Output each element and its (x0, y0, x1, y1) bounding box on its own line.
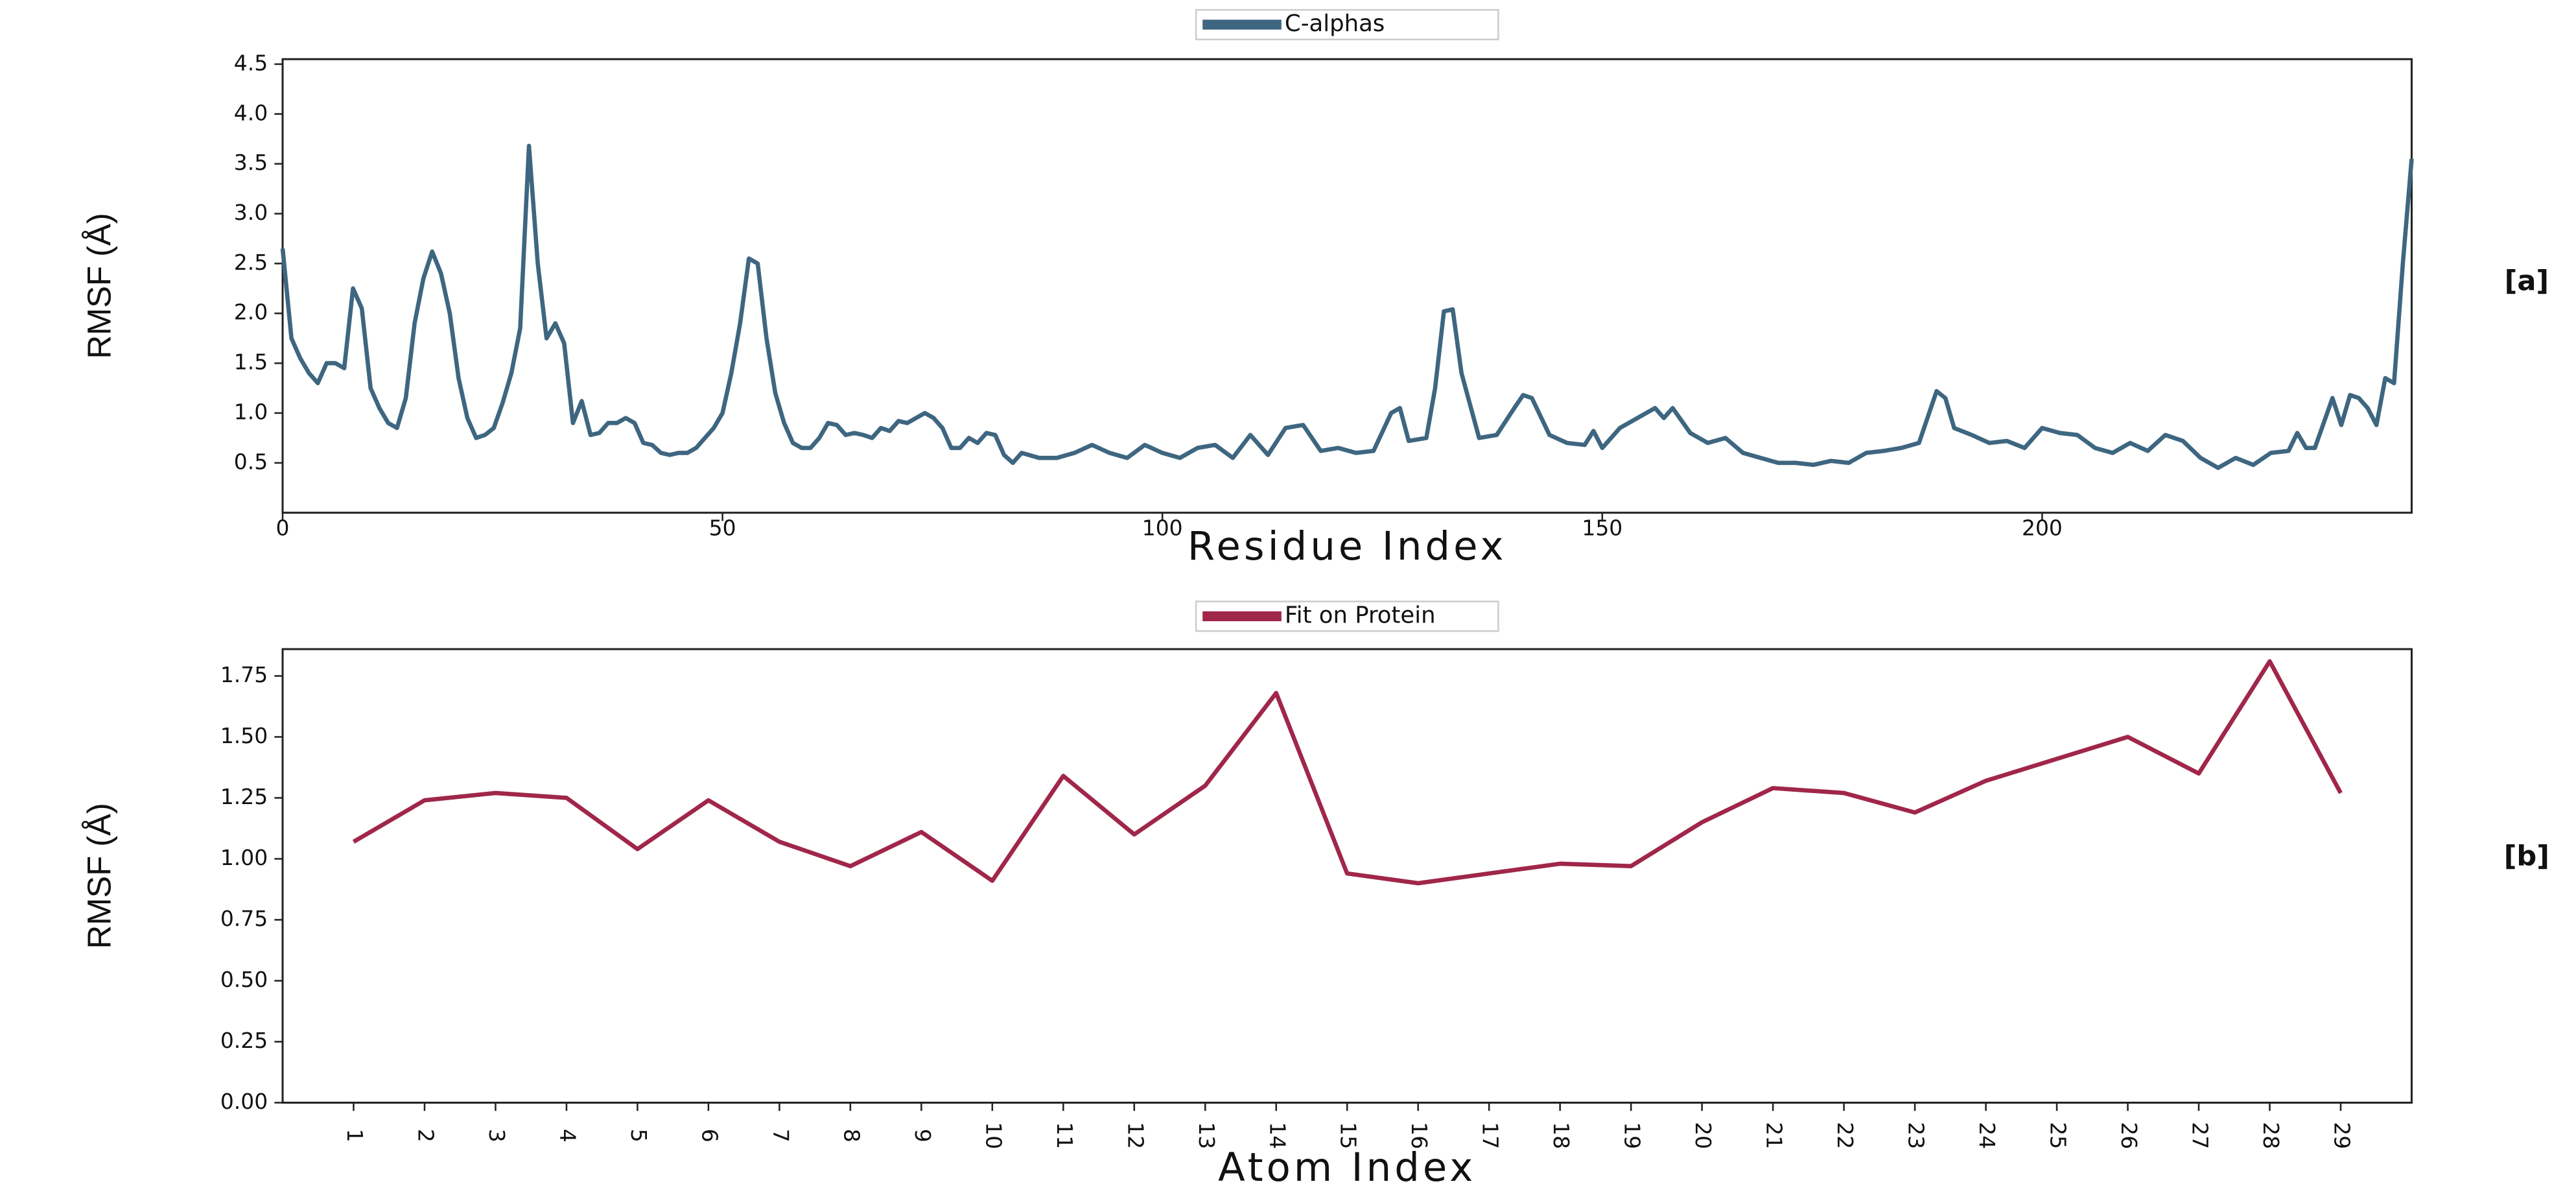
x-tick-label: 4 (555, 1129, 580, 1143)
plot-frame (281, 58, 2413, 514)
x-tick-label: 200 (2022, 516, 2063, 541)
x-tick-label: 11 (1052, 1122, 1077, 1149)
legend-label: Fit on Protein (1285, 602, 1436, 628)
x-tick-label: 7 (768, 1129, 793, 1143)
y-tick-label: 4.0 (234, 100, 268, 125)
x-tick-label: 12 (1123, 1122, 1148, 1149)
x-tick-label: 50 (709, 516, 736, 541)
x-tick-label: 100 (1142, 516, 1183, 541)
y-tick-label: 0.00 (220, 1089, 268, 1114)
x-tick-label: 8 (839, 1129, 864, 1143)
x-tick-label: 27 (2188, 1122, 2213, 1149)
x-tick-label: 18 (1549, 1122, 1574, 1149)
y-tick-label: 0.50 (220, 967, 268, 992)
x-tick-label: 6 (697, 1129, 722, 1143)
x-tick-label: 15 (1336, 1122, 1361, 1149)
y-tick-label: 0.25 (220, 1028, 268, 1053)
x-tick-label: 22 (1832, 1122, 1858, 1149)
x-tick-label: 25 (2046, 1122, 2071, 1149)
x-tick-label: 28 (2258, 1122, 2284, 1149)
x-tick-label: 23 (1904, 1122, 1929, 1149)
data-line (352, 659, 2343, 886)
x-axis-title: Residue Index (1188, 524, 1507, 569)
x-tick-label: 24 (1974, 1122, 2000, 1149)
legend-label: C-alphas (1285, 10, 1385, 37)
x-tick-label: 0 (276, 516, 290, 541)
x-tick-label: 19 (1620, 1122, 1645, 1149)
y-tick-label: 1.50 (220, 723, 268, 748)
x-tick-label: 29 (2329, 1122, 2354, 1149)
x-tick-label: 3 (484, 1129, 509, 1143)
y-tick-label: 1.75 (220, 662, 268, 687)
y-tick-label: 2.0 (234, 300, 268, 325)
x-tick-label: 16 (1407, 1122, 1432, 1149)
x-tick-label: 5 (626, 1129, 651, 1143)
x-tick-label: 14 (1265, 1122, 1290, 1149)
x-tick-label: 9 (910, 1129, 935, 1143)
y-tick-label: 0.5 (234, 449, 268, 474)
y-axis-title: RMSF (Å) (81, 213, 118, 359)
y-tick-label: 3.0 (234, 200, 268, 225)
x-tick-label: 10 (981, 1122, 1006, 1149)
y-tick-label: 3.5 (234, 150, 268, 175)
y-tick-label: 2.5 (234, 250, 268, 275)
x-tick-label: 21 (1762, 1122, 1787, 1149)
x-tick-label: 17 (1478, 1122, 1503, 1149)
x-tick-label: 13 (1194, 1122, 1219, 1149)
x-tick-label: 20 (1691, 1122, 1716, 1149)
y-axis-title: RMSF (Å) (81, 803, 118, 949)
plot-frame (281, 648, 2413, 1104)
y-tick-label: 1.00 (220, 845, 268, 870)
y-tick-label: 0.75 (220, 906, 268, 931)
x-tick-label: 2 (413, 1129, 438, 1143)
x-tick-label: 1 (342, 1129, 368, 1143)
panel-label: [a] (2505, 265, 2549, 297)
y-tick-label: 1.5 (234, 350, 268, 375)
y-tick-label: 1.25 (220, 784, 268, 809)
y-tick-label: 4.5 (234, 50, 268, 75)
x-axis-title: Atom Index (1218, 1145, 1476, 1186)
data-line (280, 143, 2414, 470)
x-tick-label: 26 (2116, 1122, 2142, 1149)
y-tick-label: 1.0 (234, 399, 268, 424)
x-tick-label: 150 (1582, 516, 1622, 541)
panel-label: [b] (2504, 840, 2549, 872)
